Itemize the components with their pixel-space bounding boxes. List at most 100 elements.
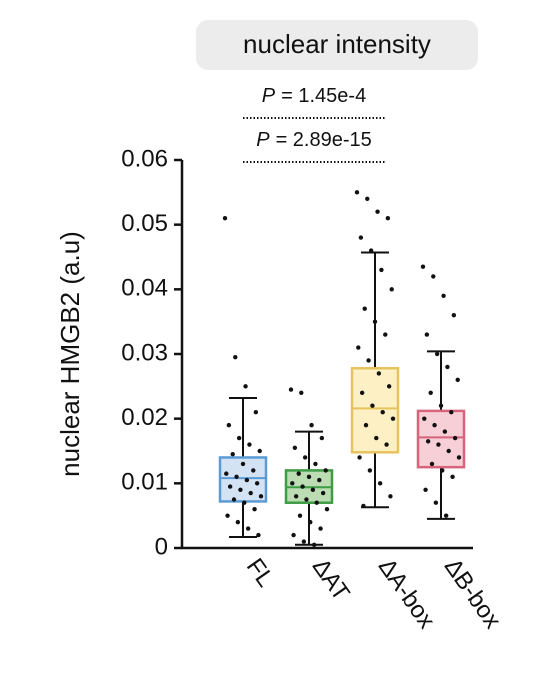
y-axis-label: nuclear HMGB2 (a.u)	[55, 231, 85, 477]
data-point	[357, 455, 362, 460]
data-point	[455, 377, 460, 383]
data-point	[317, 477, 322, 483]
data-point	[227, 484, 233, 489]
data-point	[379, 267, 384, 273]
data-point	[370, 403, 375, 408]
data-point	[236, 435, 242, 441]
data-point	[243, 384, 248, 389]
data-point	[310, 487, 316, 492]
data-point	[456, 455, 462, 460]
data-point	[443, 513, 449, 518]
x-tick-label: ΔAT	[307, 554, 355, 607]
data-point	[226, 422, 232, 428]
data-point	[288, 387, 294, 392]
data-point	[248, 490, 253, 496]
data-point	[234, 474, 239, 480]
data-point	[224, 471, 229, 476]
data-point	[257, 448, 262, 454]
data-point	[363, 422, 369, 428]
data-point	[247, 442, 252, 447]
data-point	[222, 216, 228, 221]
data-point	[366, 358, 371, 363]
data-point	[438, 403, 444, 408]
data-point	[319, 435, 325, 441]
x-tick-label: ΔB-box	[439, 554, 506, 634]
annotation-text: = 2.89e-15	[276, 129, 372, 151]
data-point	[367, 468, 373, 473]
data-point	[354, 190, 360, 195]
data-point	[238, 487, 243, 492]
y-tick-label: 0.06	[121, 145, 168, 172]
data-point	[314, 500, 319, 505]
data-point	[368, 248, 374, 253]
data-point	[290, 481, 295, 486]
data-point	[324, 507, 330, 512]
data-point	[440, 468, 445, 473]
data-point	[245, 526, 251, 531]
data-point	[432, 422, 437, 428]
data-point	[374, 435, 379, 441]
data-point	[422, 416, 427, 421]
data-point	[230, 452, 235, 457]
y-tick-label: 0.05	[121, 210, 168, 237]
data-point	[383, 332, 388, 337]
data-point	[452, 435, 458, 441]
data-point	[434, 351, 440, 357]
data-point	[420, 264, 426, 269]
data-point	[445, 364, 450, 370]
data-point	[300, 484, 305, 489]
data-point	[309, 422, 314, 428]
data-point	[424, 332, 430, 337]
data-point	[429, 461, 435, 467]
data-point	[292, 445, 298, 450]
data-point	[384, 442, 389, 447]
data-point	[302, 455, 308, 460]
y-tick-label: 0	[155, 533, 168, 560]
data-point	[433, 500, 439, 505]
data-point	[451, 313, 457, 318]
chart-title: nuclear intensity	[243, 29, 431, 59]
annotation-italic: P	[262, 85, 276, 107]
data-point	[377, 481, 383, 486]
data-point	[296, 471, 301, 476]
data-point	[359, 390, 365, 395]
data-point	[446, 448, 451, 454]
title-box	[196, 20, 478, 70]
data-point	[304, 497, 309, 502]
data-point	[244, 477, 250, 483]
data-point	[240, 461, 246, 467]
y-tick-label: 0.03	[121, 339, 168, 366]
box	[350, 366, 400, 454]
data-point	[308, 519, 313, 525]
data-point	[425, 439, 431, 444]
y-tick-label: 0.02	[121, 404, 168, 431]
data-point	[358, 235, 364, 240]
data-point	[253, 410, 259, 415]
data-point	[225, 513, 230, 518]
data-point	[365, 196, 370, 201]
data-point	[306, 474, 312, 480]
data-point	[361, 503, 366, 509]
data-point	[258, 494, 264, 499]
data-point	[297, 513, 303, 518]
data-point	[428, 390, 433, 395]
y-tick-label: 0.04	[121, 275, 168, 302]
data-point	[313, 461, 318, 467]
data-point	[436, 442, 441, 447]
data-point	[233, 355, 238, 360]
data-point	[231, 497, 237, 502]
data-point	[293, 494, 299, 499]
data-point	[252, 507, 257, 512]
data-point	[320, 490, 326, 496]
data-point	[251, 468, 256, 473]
data-point	[242, 500, 247, 505]
data-point	[380, 410, 385, 415]
data-point	[423, 487, 428, 492]
data-point	[375, 209, 380, 214]
x-tick-label: FL	[241, 554, 279, 592]
data-point	[235, 519, 241, 525]
data-point	[376, 371, 382, 376]
data-point	[441, 293, 446, 298]
data-point	[291, 532, 296, 538]
